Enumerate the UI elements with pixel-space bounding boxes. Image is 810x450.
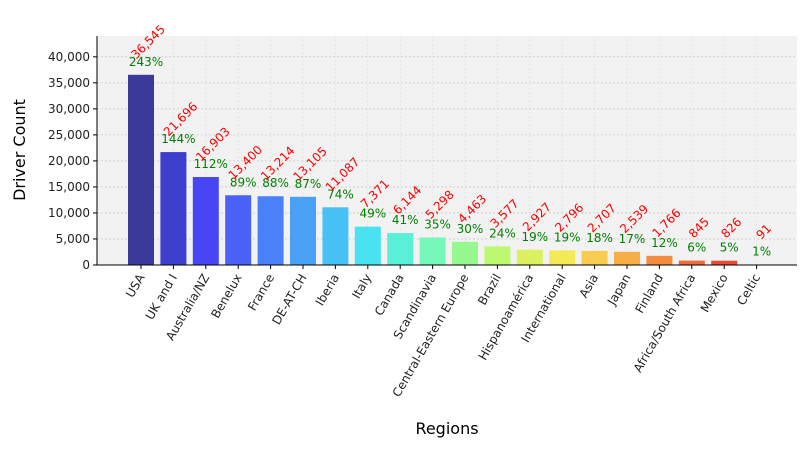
- y-tick-label: 20,000: [48, 154, 90, 168]
- bar: [257, 196, 284, 265]
- bars: [128, 74, 770, 266]
- y-tick-label: 0: [82, 258, 90, 272]
- y-tick-label: 40,000: [48, 50, 90, 64]
- bar: [711, 260, 738, 265]
- bar: [128, 74, 154, 265]
- percent-label: 74%: [327, 187, 354, 201]
- percent-label: 19%: [554, 230, 581, 244]
- bar: [516, 249, 543, 265]
- percent-label: 12%: [651, 236, 678, 250]
- y-tick-label: 5,000: [56, 232, 90, 246]
- percent-label: 19%: [521, 230, 548, 244]
- bar: [678, 260, 705, 265]
- percent-label: 88%: [262, 176, 289, 190]
- percent-label: 24%: [489, 226, 516, 240]
- x-tick-label: Iberia: [313, 272, 342, 309]
- y-tick-label: 30,000: [48, 102, 90, 116]
- percent-label: 35%: [424, 217, 451, 231]
- bar: [646, 255, 673, 265]
- percent-label: 243%: [129, 55, 163, 69]
- bar: [290, 196, 316, 265]
- percent-label: 112%: [194, 157, 228, 171]
- x-tick-label: Celtic: [734, 272, 763, 308]
- bar: [484, 246, 511, 265]
- y-axis-ticks: 0 5,000 10,000 15,000 20,000 25,000 30,000 35,0…: [48, 50, 97, 272]
- bar: [160, 152, 187, 265]
- x-tick-label: Asia: [576, 272, 601, 301]
- x-tick-label: Italy: [349, 272, 374, 302]
- x-tick-label: Benelux: [208, 272, 244, 321]
- bar: [614, 251, 640, 265]
- bar: [322, 207, 349, 265]
- y-tick-label: 15,000: [48, 180, 90, 194]
- percent-label: 6%: [687, 241, 706, 255]
- y-tick-label: 25,000: [48, 128, 90, 142]
- x-tick-label: Africa/South Africa: [631, 272, 699, 375]
- x-tick-label: France: [245, 272, 277, 314]
- percent-label: 144%: [161, 132, 195, 146]
- x-axis-title: Regions: [415, 419, 478, 438]
- bar: [192, 177, 219, 265]
- y-tick-label: 35,000: [48, 76, 90, 90]
- bar: [549, 250, 576, 265]
- bar: [225, 195, 252, 265]
- bar: [419, 237, 446, 265]
- y-tick-label: 10,000: [48, 206, 90, 220]
- x-tick-label: Japan: [604, 272, 633, 309]
- x-tick-label: Canada: [372, 272, 407, 319]
- x-tick-label: USA: [123, 271, 148, 300]
- bar: [387, 233, 414, 265]
- percent-label: 89%: [230, 175, 257, 189]
- percent-label: 41%: [392, 213, 419, 227]
- percent-label: 5%: [720, 241, 739, 255]
- bar: [581, 250, 608, 265]
- y-axis-title: Driver Count: [10, 99, 29, 201]
- percent-label: 87%: [295, 177, 322, 191]
- x-tick-label: Mexico: [698, 272, 731, 315]
- percent-label: 30%: [457, 222, 484, 236]
- x-tick-label: Brazil: [475, 272, 504, 308]
- x-tick-label: Finland: [632, 272, 666, 316]
- bar: [354, 226, 381, 265]
- percent-label: 49%: [359, 207, 386, 221]
- percent-label: 18%: [586, 231, 613, 245]
- bar: [452, 241, 478, 265]
- percent-label: 1%: [752, 245, 771, 259]
- percent-label: 17%: [619, 232, 646, 246]
